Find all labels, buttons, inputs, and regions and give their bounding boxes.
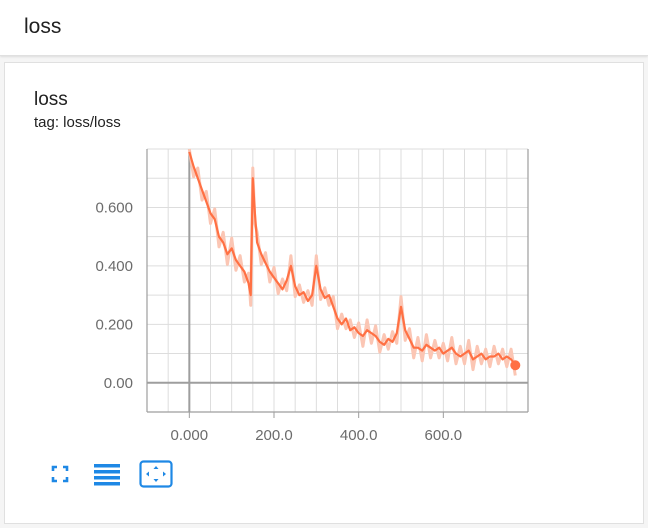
- plot-area: [187, 148, 521, 376]
- header: loss: [0, 0, 648, 56]
- chart-grid: [146, 148, 529, 413]
- series-line: [188, 151, 517, 366]
- loss-chart[interactable]: 0.00 0.200 0.400 0.600 0.000 200.0 400.0 600.0: [5, 63, 643, 523]
- y-tick-label: 0.600: [95, 199, 133, 216]
- chart-card: loss tag: loss/loss 0.00 0.200 0.400 0.600 …: [4, 62, 644, 524]
- toggle-log-scale-button[interactable]: [91, 459, 123, 489]
- chart-tag: tag: loss/loss: [34, 114, 121, 131]
- y-tick-label: 0.200: [95, 316, 133, 333]
- chart-title: loss: [34, 89, 68, 110]
- page-title: loss: [24, 15, 62, 38]
- fit-domain-icon: [51, 465, 69, 483]
- reset-zoom-icon: [139, 460, 173, 488]
- y-tick-label: 0.00: [104, 375, 133, 392]
- toggle-log-scale-icon: [94, 464, 120, 486]
- reset-zoom-button[interactable]: [139, 459, 173, 489]
- fit-domain-button[interactable]: [45, 459, 75, 489]
- x-tick-label: 200.0: [255, 427, 293, 444]
- x-tick-label: 600.0: [425, 427, 463, 444]
- chart-axes: [146, 149, 529, 418]
- x-tick-label: 0.000: [171, 427, 209, 444]
- y-axis-labels: 0.00 0.200 0.400 0.600: [95, 199, 133, 391]
- x-axis-labels: 0.000 200.0 400.0 600.0: [171, 427, 463, 444]
- y-tick-label: 0.400: [95, 258, 133, 275]
- x-tick-label: 400.0: [340, 427, 378, 444]
- series-endpoint: [510, 360, 521, 371]
